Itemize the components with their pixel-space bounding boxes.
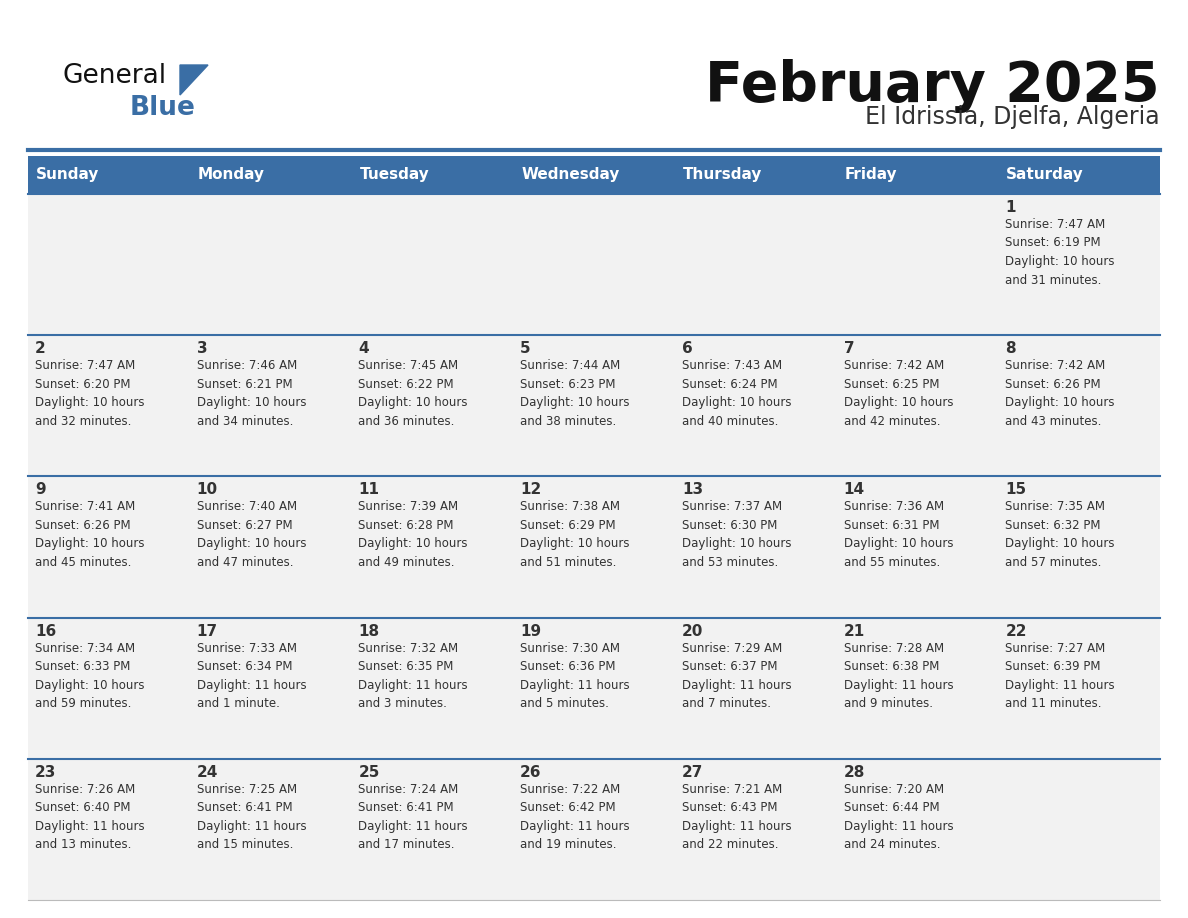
Text: Sunrise: 7:43 AM
Sunset: 6:24 PM
Daylight: 10 hours
and 40 minutes.: Sunrise: 7:43 AM Sunset: 6:24 PM Dayligh… — [682, 359, 791, 428]
Text: Sunrise: 7:27 AM
Sunset: 6:39 PM
Daylight: 11 hours
and 11 minutes.: Sunrise: 7:27 AM Sunset: 6:39 PM Dayligh… — [1005, 642, 1114, 711]
Text: 28: 28 — [843, 765, 865, 779]
Text: 27: 27 — [682, 765, 703, 779]
Bar — [29, 618, 1159, 759]
Text: Sunrise: 7:35 AM
Sunset: 6:32 PM
Daylight: 10 hours
and 57 minutes.: Sunrise: 7:35 AM Sunset: 6:32 PM Dayligh… — [1005, 500, 1114, 569]
Text: Sunrise: 7:24 AM
Sunset: 6:41 PM
Daylight: 11 hours
and 17 minutes.: Sunrise: 7:24 AM Sunset: 6:41 PM Dayligh… — [359, 783, 468, 851]
Text: Sunday: Sunday — [36, 167, 100, 183]
Text: Sunrise: 7:39 AM
Sunset: 6:28 PM
Daylight: 10 hours
and 49 minutes.: Sunrise: 7:39 AM Sunset: 6:28 PM Dayligh… — [359, 500, 468, 569]
Text: Monday: Monday — [197, 167, 265, 183]
Text: Tuesday: Tuesday — [360, 167, 429, 183]
Text: 17: 17 — [197, 623, 217, 639]
Text: 20: 20 — [682, 623, 703, 639]
Text: Sunrise: 7:45 AM
Sunset: 6:22 PM
Daylight: 10 hours
and 36 minutes.: Sunrise: 7:45 AM Sunset: 6:22 PM Dayligh… — [359, 359, 468, 428]
Text: Friday: Friday — [845, 167, 897, 183]
Text: Sunrise: 7:22 AM
Sunset: 6:42 PM
Daylight: 11 hours
and 19 minutes.: Sunrise: 7:22 AM Sunset: 6:42 PM Dayligh… — [520, 783, 630, 851]
Text: Sunrise: 7:29 AM
Sunset: 6:37 PM
Daylight: 11 hours
and 7 minutes.: Sunrise: 7:29 AM Sunset: 6:37 PM Dayligh… — [682, 642, 791, 711]
Text: Sunrise: 7:47 AM
Sunset: 6:19 PM
Daylight: 10 hours
and 31 minutes.: Sunrise: 7:47 AM Sunset: 6:19 PM Dayligh… — [1005, 218, 1114, 286]
Text: 14: 14 — [843, 482, 865, 498]
Text: 25: 25 — [359, 765, 380, 779]
Text: 12: 12 — [520, 482, 542, 498]
Text: Sunrise: 7:46 AM
Sunset: 6:21 PM
Daylight: 10 hours
and 34 minutes.: Sunrise: 7:46 AM Sunset: 6:21 PM Dayligh… — [197, 359, 307, 428]
Text: 9: 9 — [34, 482, 45, 498]
Text: 5: 5 — [520, 341, 531, 356]
Text: 2: 2 — [34, 341, 46, 356]
Text: 21: 21 — [843, 623, 865, 639]
Text: Sunrise: 7:21 AM
Sunset: 6:43 PM
Daylight: 11 hours
and 22 minutes.: Sunrise: 7:21 AM Sunset: 6:43 PM Dayligh… — [682, 783, 791, 851]
Text: 16: 16 — [34, 623, 56, 639]
Bar — [29, 335, 1159, 476]
Text: Blue: Blue — [129, 95, 196, 121]
Bar — [29, 156, 1159, 194]
Text: Sunrise: 7:33 AM
Sunset: 6:34 PM
Daylight: 11 hours
and 1 minute.: Sunrise: 7:33 AM Sunset: 6:34 PM Dayligh… — [197, 642, 307, 711]
Text: 24: 24 — [197, 765, 219, 779]
Text: 15: 15 — [1005, 482, 1026, 498]
Polygon shape — [181, 65, 208, 95]
Text: Thursday: Thursday — [683, 167, 763, 183]
Bar — [29, 194, 1159, 335]
Text: 1: 1 — [1005, 200, 1016, 215]
Text: Sunrise: 7:30 AM
Sunset: 6:36 PM
Daylight: 11 hours
and 5 minutes.: Sunrise: 7:30 AM Sunset: 6:36 PM Dayligh… — [520, 642, 630, 711]
Text: 18: 18 — [359, 623, 379, 639]
Text: 11: 11 — [359, 482, 379, 498]
Text: 23: 23 — [34, 765, 56, 779]
Text: 22: 22 — [1005, 623, 1026, 639]
Text: Sunrise: 7:28 AM
Sunset: 6:38 PM
Daylight: 11 hours
and 9 minutes.: Sunrise: 7:28 AM Sunset: 6:38 PM Dayligh… — [843, 642, 953, 711]
Text: 7: 7 — [843, 341, 854, 356]
Text: Saturday: Saturday — [1006, 167, 1083, 183]
Bar — [29, 476, 1159, 618]
Text: 4: 4 — [359, 341, 369, 356]
Text: Sunrise: 7:41 AM
Sunset: 6:26 PM
Daylight: 10 hours
and 45 minutes.: Sunrise: 7:41 AM Sunset: 6:26 PM Dayligh… — [34, 500, 145, 569]
Text: February 2025: February 2025 — [706, 59, 1159, 113]
Text: 13: 13 — [682, 482, 703, 498]
Text: Sunrise: 7:40 AM
Sunset: 6:27 PM
Daylight: 10 hours
and 47 minutes.: Sunrise: 7:40 AM Sunset: 6:27 PM Dayligh… — [197, 500, 307, 569]
Text: El Idrissia, Djelfa, Algeria: El Idrissia, Djelfa, Algeria — [865, 105, 1159, 129]
Text: Wednesday: Wednesday — [522, 167, 619, 183]
Text: Sunrise: 7:36 AM
Sunset: 6:31 PM
Daylight: 10 hours
and 55 minutes.: Sunrise: 7:36 AM Sunset: 6:31 PM Dayligh… — [843, 500, 953, 569]
Text: Sunrise: 7:47 AM
Sunset: 6:20 PM
Daylight: 10 hours
and 32 minutes.: Sunrise: 7:47 AM Sunset: 6:20 PM Dayligh… — [34, 359, 145, 428]
Text: Sunrise: 7:26 AM
Sunset: 6:40 PM
Daylight: 11 hours
and 13 minutes.: Sunrise: 7:26 AM Sunset: 6:40 PM Dayligh… — [34, 783, 145, 851]
Text: 3: 3 — [197, 341, 208, 356]
Text: 6: 6 — [682, 341, 693, 356]
Text: Sunrise: 7:42 AM
Sunset: 6:25 PM
Daylight: 10 hours
and 42 minutes.: Sunrise: 7:42 AM Sunset: 6:25 PM Dayligh… — [843, 359, 953, 428]
Text: Sunrise: 7:42 AM
Sunset: 6:26 PM
Daylight: 10 hours
and 43 minutes.: Sunrise: 7:42 AM Sunset: 6:26 PM Dayligh… — [1005, 359, 1114, 428]
Text: Sunrise: 7:25 AM
Sunset: 6:41 PM
Daylight: 11 hours
and 15 minutes.: Sunrise: 7:25 AM Sunset: 6:41 PM Dayligh… — [197, 783, 307, 851]
Text: 26: 26 — [520, 765, 542, 779]
Text: 8: 8 — [1005, 341, 1016, 356]
Text: Sunrise: 7:44 AM
Sunset: 6:23 PM
Daylight: 10 hours
and 38 minutes.: Sunrise: 7:44 AM Sunset: 6:23 PM Dayligh… — [520, 359, 630, 428]
Text: Sunrise: 7:20 AM
Sunset: 6:44 PM
Daylight: 11 hours
and 24 minutes.: Sunrise: 7:20 AM Sunset: 6:44 PM Dayligh… — [843, 783, 953, 851]
Text: Sunrise: 7:32 AM
Sunset: 6:35 PM
Daylight: 11 hours
and 3 minutes.: Sunrise: 7:32 AM Sunset: 6:35 PM Dayligh… — [359, 642, 468, 711]
Text: Sunrise: 7:37 AM
Sunset: 6:30 PM
Daylight: 10 hours
and 53 minutes.: Sunrise: 7:37 AM Sunset: 6:30 PM Dayligh… — [682, 500, 791, 569]
Bar — [29, 759, 1159, 900]
Text: 19: 19 — [520, 623, 542, 639]
Text: Sunrise: 7:38 AM
Sunset: 6:29 PM
Daylight: 10 hours
and 51 minutes.: Sunrise: 7:38 AM Sunset: 6:29 PM Dayligh… — [520, 500, 630, 569]
Text: Sunrise: 7:34 AM
Sunset: 6:33 PM
Daylight: 10 hours
and 59 minutes.: Sunrise: 7:34 AM Sunset: 6:33 PM Dayligh… — [34, 642, 145, 711]
Text: 10: 10 — [197, 482, 217, 498]
Text: General: General — [62, 63, 166, 89]
